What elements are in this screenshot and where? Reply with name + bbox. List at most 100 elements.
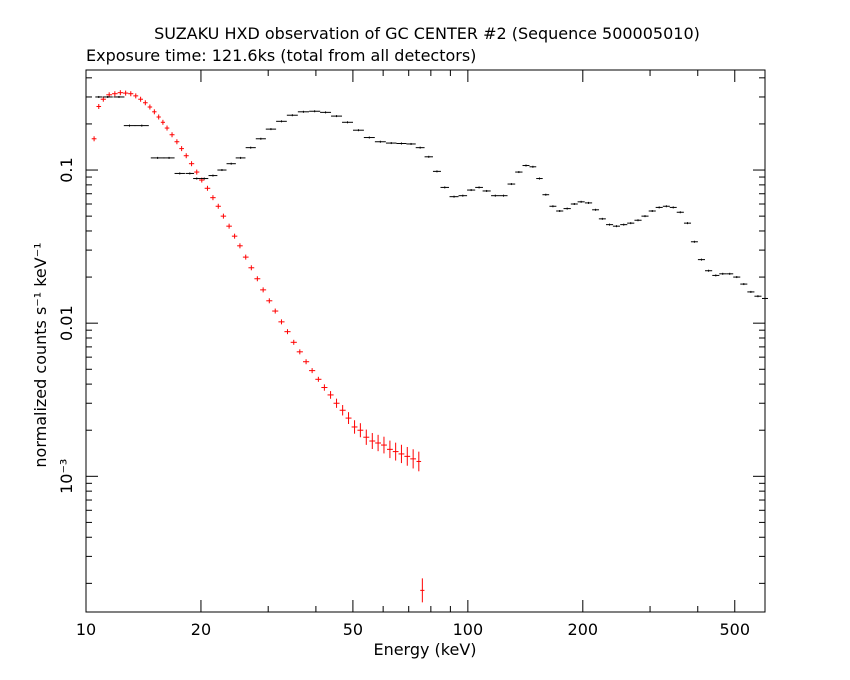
data-point	[577, 200, 585, 203]
data-point	[536, 177, 543, 180]
data-point	[150, 156, 165, 159]
plot-frame	[85, 69, 766, 613]
data-point	[235, 156, 246, 159]
data-point	[142, 100, 148, 106]
data-point	[719, 272, 727, 275]
data-point	[424, 155, 433, 158]
data-point	[297, 110, 310, 113]
chart-subtitle: Exposure time: 121.6ks (total from all d…	[86, 46, 476, 65]
data-point	[156, 114, 161, 120]
data-point	[102, 95, 113, 98]
data-point	[96, 103, 102, 109]
data-point	[592, 208, 600, 211]
data-point	[95, 95, 103, 98]
data-point	[733, 276, 741, 279]
series-0	[91, 90, 425, 603]
data-point	[183, 153, 189, 159]
data-point	[683, 222, 692, 225]
data-point	[420, 578, 425, 603]
data-point	[248, 265, 255, 271]
data-point	[106, 92, 113, 98]
x-axis-label: Energy (keV)	[373, 640, 476, 659]
data-point	[231, 233, 238, 239]
data-point	[169, 132, 175, 138]
data-point	[266, 298, 273, 304]
data-point	[416, 451, 422, 472]
data-point	[690, 240, 698, 243]
data-point	[482, 189, 491, 192]
data-point	[278, 319, 285, 325]
data-point	[705, 269, 713, 272]
data-point	[392, 442, 399, 461]
y-tick-label: 0.1	[57, 157, 76, 182]
data-point	[123, 90, 129, 96]
data-point	[396, 142, 407, 145]
x-tick-label: 100	[453, 620, 484, 639]
data-point	[309, 368, 316, 374]
data-point	[185, 172, 195, 175]
data-point	[648, 210, 656, 213]
data-point	[612, 225, 621, 228]
data-point	[499, 194, 508, 197]
data-point	[117, 90, 124, 96]
data-point	[697, 258, 705, 261]
data-point	[620, 223, 628, 226]
data-point	[164, 125, 170, 131]
data-point	[204, 185, 211, 191]
x-tick-label: 200	[568, 620, 599, 639]
data-point	[152, 109, 157, 115]
data-point	[147, 104, 153, 110]
data-point	[363, 429, 370, 445]
data-point	[321, 384, 328, 391]
data-point	[398, 444, 405, 464]
data-point	[606, 223, 614, 226]
data-point	[655, 206, 663, 209]
data-point	[491, 194, 500, 197]
data-point	[449, 195, 459, 198]
data-point	[284, 329, 291, 335]
data-point	[123, 124, 136, 127]
data-point	[245, 146, 256, 149]
data-point	[598, 217, 606, 220]
data-point	[91, 136, 97, 142]
data-point	[193, 177, 201, 180]
data-point	[188, 161, 195, 167]
data-point	[440, 186, 450, 189]
data-point	[315, 376, 322, 382]
series-1	[95, 95, 768, 300]
data-point	[507, 183, 516, 186]
data-point	[563, 207, 571, 210]
data-point	[327, 391, 334, 399]
data-point	[242, 254, 249, 260]
data-point	[529, 165, 537, 168]
data-point	[556, 210, 564, 213]
y-axis-label: normalized counts s⁻¹ keV⁻¹	[31, 242, 50, 467]
data-point	[369, 433, 376, 450]
data-point	[174, 172, 185, 175]
data-point	[272, 308, 279, 314]
data-point	[134, 124, 149, 127]
data-point	[217, 169, 227, 172]
data-point	[296, 349, 303, 355]
data-point	[208, 174, 218, 177]
data-point	[363, 136, 375, 139]
data-point	[406, 142, 416, 145]
data-point	[345, 412, 352, 425]
data-point	[331, 115, 343, 118]
x-tick-label: 500	[719, 620, 750, 639]
data-point	[351, 420, 358, 434]
data-point	[302, 359, 310, 365]
data-point	[374, 140, 386, 143]
data-point	[342, 121, 353, 124]
data-point	[634, 219, 642, 222]
data-point	[747, 290, 755, 293]
data-point	[584, 201, 593, 204]
data-point	[404, 446, 411, 466]
data-point	[112, 91, 118, 97]
data-point	[100, 96, 106, 102]
data-point	[467, 189, 476, 192]
data-point	[200, 177, 209, 180]
data-point	[265, 128, 277, 131]
data-point	[754, 295, 762, 298]
data-point	[641, 215, 649, 218]
